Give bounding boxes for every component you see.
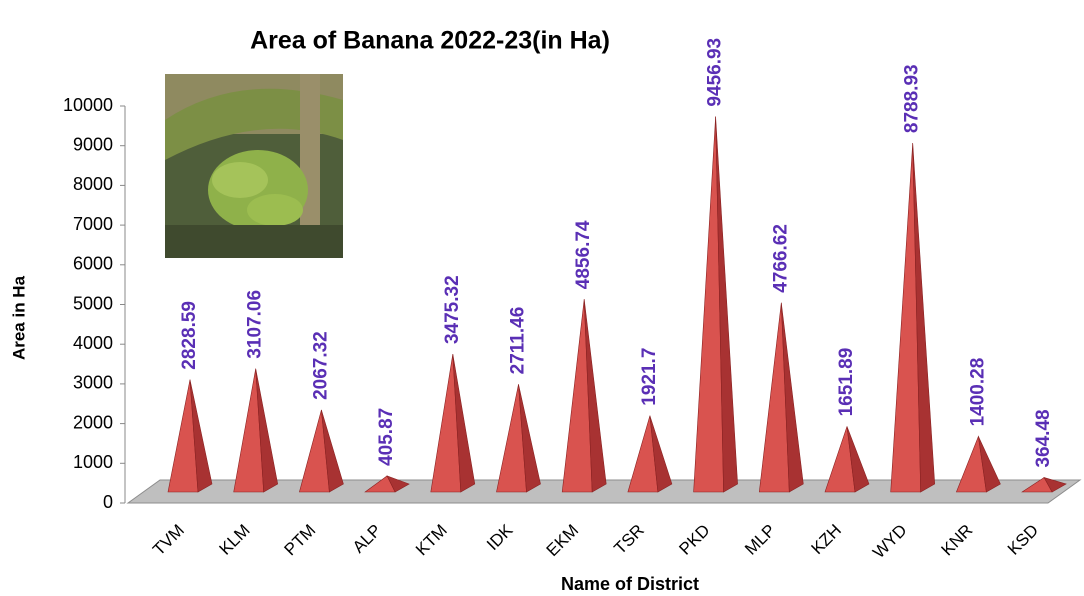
y-tick-label: 3000	[73, 373, 113, 393]
pyramid-right-face	[386, 475, 410, 493]
y-tick-label: 6000	[73, 254, 113, 274]
value-label: 4856.74	[573, 220, 594, 289]
pyramid	[824, 426, 870, 493]
x-tick-label: KLM	[216, 521, 254, 559]
value-label: 4766.62	[770, 224, 791, 293]
x-axis-label: Name of District	[561, 574, 699, 594]
photo	[165, 74, 343, 258]
value-label: 364.48	[1033, 409, 1054, 467]
value-label: 9456.93	[705, 38, 726, 107]
pyramid	[233, 368, 279, 493]
pyramid	[955, 435, 1001, 493]
y-tick-label: 8000	[73, 174, 113, 194]
value-label: 1400.28	[967, 358, 988, 427]
x-tick-label: WYD	[869, 521, 910, 562]
x-tick-label: KSD	[1004, 521, 1042, 559]
value-label: 405.87	[376, 408, 397, 466]
y-tick-label: 4000	[73, 333, 113, 353]
pyramid	[364, 475, 410, 493]
pyramid	[693, 116, 738, 493]
value-label: 2711.46	[508, 307, 529, 375]
y-tick-label: 7000	[73, 214, 113, 234]
pyramid-right-face	[781, 302, 804, 493]
x-tick-label: PTM	[281, 521, 320, 560]
x-tick-label: TSR	[610, 521, 647, 558]
pyramid-right-face	[255, 368, 279, 493]
value-label: 1651.89	[836, 348, 857, 417]
pyramid-right-face	[649, 415, 673, 493]
value-label: 2828.59	[179, 301, 200, 370]
y-tick-label: 5000	[73, 293, 113, 313]
pyramid	[299, 409, 344, 493]
x-tick-label: KTM	[412, 521, 451, 560]
pyramid-right-face	[912, 143, 936, 493]
pyramid-right-face	[715, 116, 738, 493]
x-tick-label: IDK	[483, 520, 517, 554]
pyramid-right-face	[189, 379, 213, 493]
y-axis-label: Area in Ha	[9, 275, 28, 360]
y-tick-label: 10000	[63, 95, 113, 115]
y-tick-label: 9000	[73, 134, 113, 154]
pyramid	[430, 353, 476, 493]
y-tick-label: 2000	[73, 412, 113, 432]
chart-title: Area of Banana 2022-23(in Ha)	[250, 27, 610, 55]
pyramid-right-face	[583, 299, 607, 493]
pyramid-right-face	[321, 409, 344, 493]
value-label: 1921.7	[639, 348, 660, 406]
x-tick-label: EKM	[543, 521, 582, 560]
x-tick-label: ALP	[349, 521, 385, 557]
value-label: 3107.06	[245, 290, 266, 359]
pyramid	[1021, 477, 1067, 493]
value-label: 2067.32	[310, 331, 331, 400]
pyramid	[167, 379, 213, 493]
x-tick-label: KZH	[808, 521, 845, 558]
pyramid	[561, 299, 607, 493]
pyramid	[890, 143, 936, 493]
y-tick-label: 1000	[73, 452, 113, 472]
value-label: 3475.32	[442, 275, 463, 344]
x-tick-label: PKD	[675, 521, 713, 559]
pyramid-right-face	[846, 426, 870, 493]
pyramid	[627, 415, 673, 493]
pyramid-right-face	[452, 353, 476, 493]
pyramid	[758, 302, 804, 493]
pyramid	[496, 384, 541, 493]
x-tick-label: MLP	[741, 521, 779, 559]
x-tick-label: TVM	[149, 521, 188, 560]
pyramid-right-face	[1043, 477, 1067, 493]
pyramid-right-face	[518, 384, 541, 493]
y-tick-label: 0	[103, 492, 113, 512]
value-label: 8788.93	[902, 64, 923, 133]
pyramid-right-face	[978, 436, 1001, 493]
x-tick-label: KNR	[938, 521, 977, 560]
